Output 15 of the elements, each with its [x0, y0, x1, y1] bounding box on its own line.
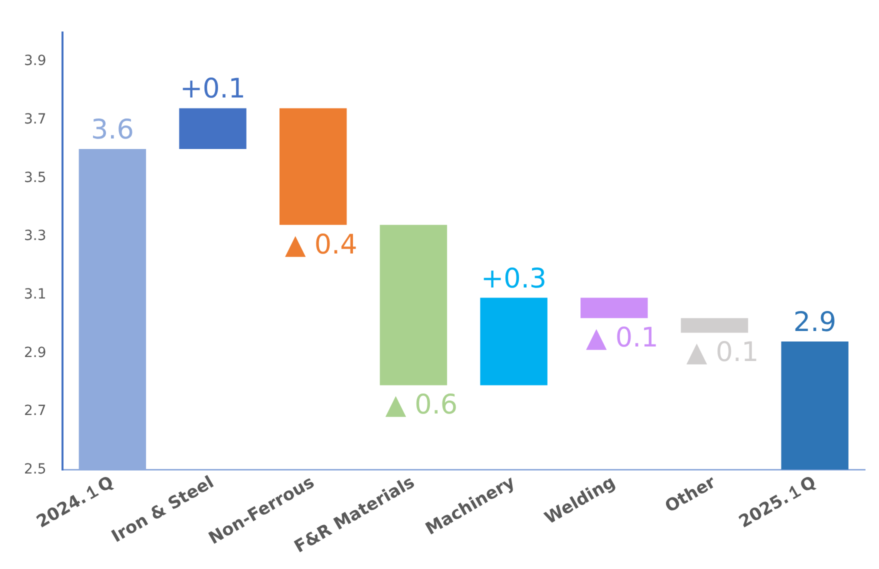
data-label: 2.9 — [793, 306, 836, 338]
y-tick-label: 2.9 — [24, 344, 46, 361]
y-tick-label: 3.9 — [24, 53, 46, 70]
y-tick-label: 2.7 — [24, 403, 46, 420]
data-label: ▲ 0.6 — [385, 390, 458, 421]
y-tick-label: 2.5 — [24, 461, 46, 478]
data-label: +0.1 — [180, 74, 246, 105]
y-tick-label: 3.3 — [24, 228, 46, 244]
data-label: 3.6 — [90, 114, 134, 146]
data-label: +0.3 — [481, 263, 547, 294]
data-label: ▲ 0.4 — [284, 229, 358, 260]
y-tick-label: 3.5 — [24, 170, 46, 186]
y-tick-label: 3.7 — [24, 112, 46, 128]
data-label: ▲ 0.1 — [586, 322, 658, 354]
y-tick-label: 3.1 — [24, 286, 46, 302]
